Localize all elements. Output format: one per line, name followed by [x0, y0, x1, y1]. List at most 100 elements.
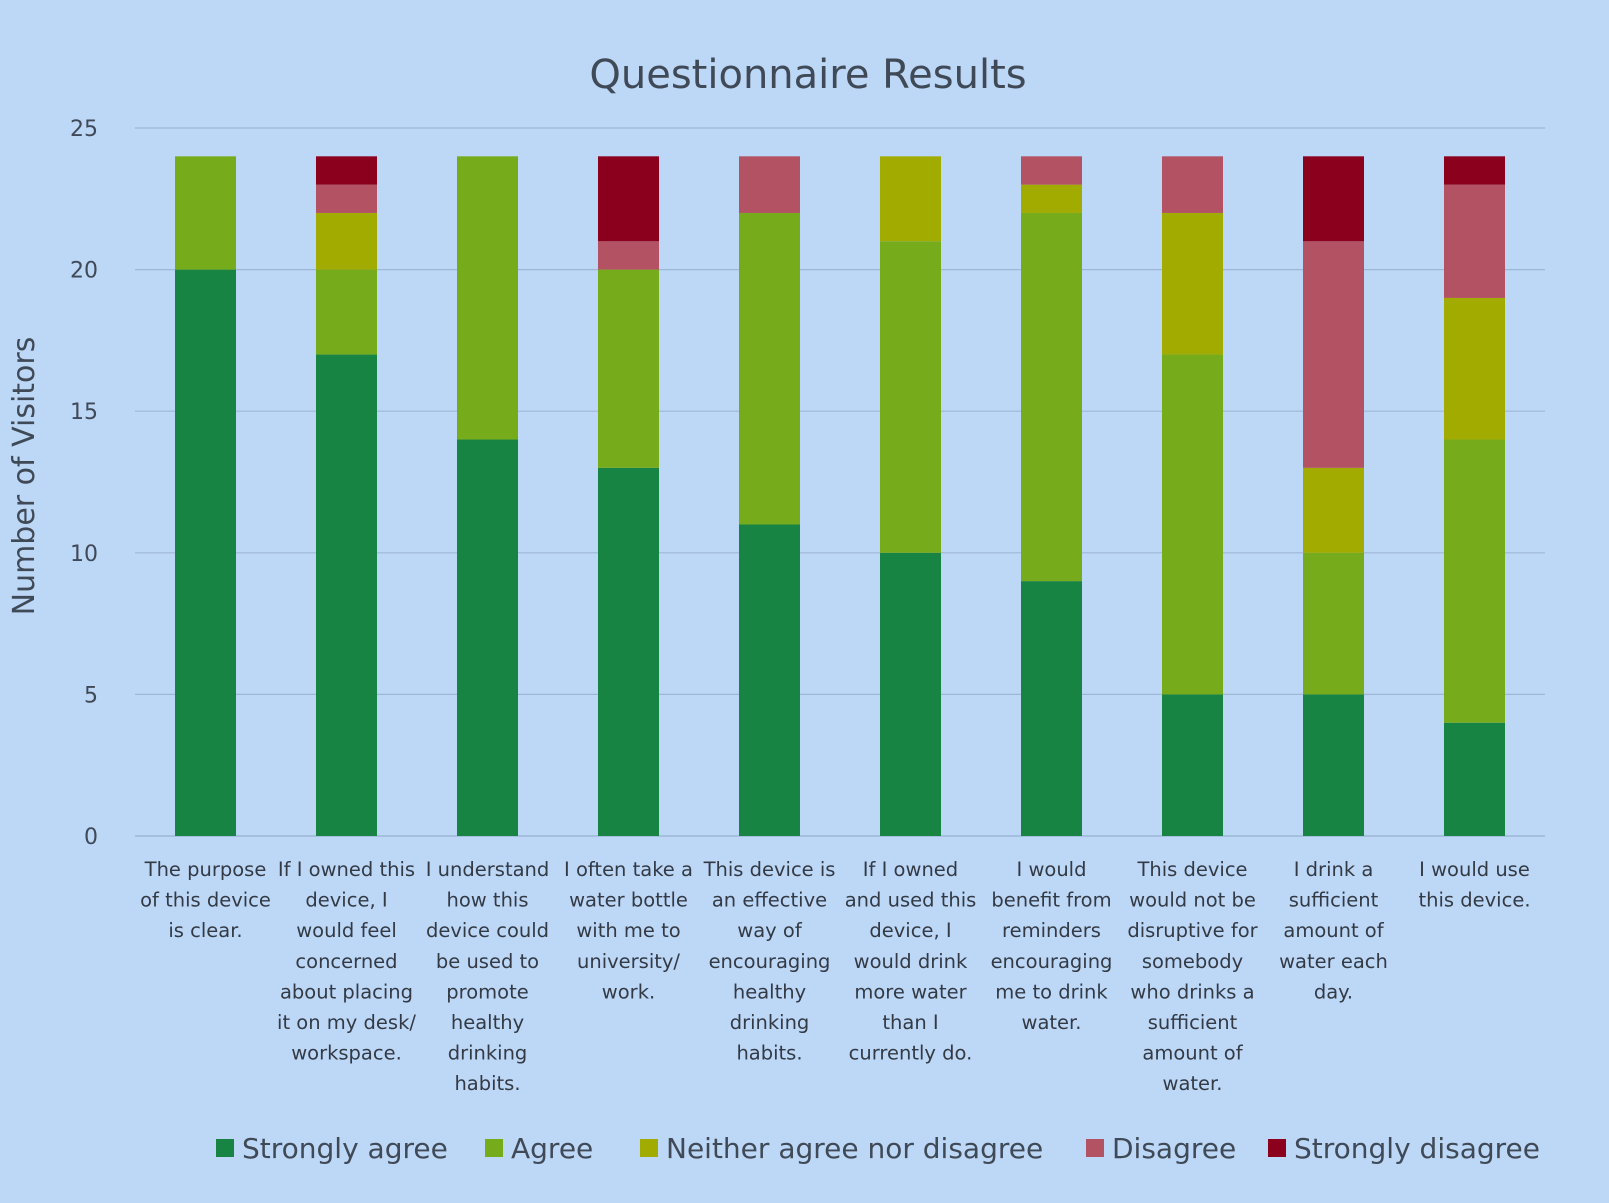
bar-segment-disagree: [1021, 156, 1082, 185]
bar-segment-disagree: [1303, 241, 1364, 468]
x-category-label-line: drinking: [448, 1042, 528, 1065]
x-category-label-line: I drink a: [1294, 858, 1374, 881]
x-category-label: This device would not be disruptive for som…: [1127, 858, 1258, 1095]
x-category-label-line: habits.: [736, 1042, 802, 1065]
bar-segment-strongly-disagree: [316, 156, 377, 185]
bar-segment-agree: [175, 156, 236, 270]
x-category-label-line: workspace.: [291, 1042, 402, 1065]
x-category-label-line: somebody: [1142, 950, 1243, 973]
bar-segment-agree: [880, 241, 941, 553]
bar-stack: [175, 156, 236, 837]
x-category-label-line: about placing: [280, 980, 413, 1003]
bar-segment-strongly-agree: [1162, 694, 1223, 836]
x-category-label-line: amount of: [1142, 1042, 1243, 1065]
bar-stack: [739, 156, 800, 836]
x-category-label-line: me to drink: [995, 980, 1108, 1003]
x-category-label-line: this device.: [1418, 889, 1530, 912]
bar-segment-neither-agree-nor-disagree: [1021, 184, 1082, 213]
bars: [175, 156, 1505, 837]
bar-segment-agree: [1162, 354, 1223, 695]
y-axis-ticks: 0 5 10 15 20 25: [70, 117, 98, 850]
x-category-label: I often take a water bottle with me to univ…: [564, 858, 693, 1003]
x-category-label-line: device could: [426, 919, 549, 942]
x-category-label-line: disruptive for: [1127, 919, 1258, 942]
x-category-label: I would use this device.: [1418, 858, 1530, 912]
bar-segment-strongly-agree: [739, 524, 800, 836]
y-tick-label: 25: [70, 117, 98, 142]
x-category-label-line: would feel: [296, 919, 397, 942]
y-tick-label: 0: [84, 825, 98, 850]
x-category-label-line: I understand: [426, 858, 550, 881]
x-category-label-line: and used this: [845, 889, 977, 912]
bar-segment-neither-agree-nor-disagree: [316, 212, 377, 270]
bar-stack: [457, 156, 518, 836]
bar-segment-strongly-disagree: [1444, 156, 1505, 185]
x-category-label-line: I would use: [1419, 858, 1530, 881]
x-category-label: The purpose of this device is clear.: [140, 858, 271, 942]
x-category-label-line: sufficient: [1148, 1011, 1238, 1034]
x-category-label: I drink a sufficient amount of water each da…: [1279, 858, 1388, 1003]
bar-segment-disagree: [1444, 184, 1505, 298]
legend-label: Strongly agree: [242, 1132, 448, 1165]
x-category-label-line: with me to: [576, 919, 680, 942]
x-category-label-line: healthy: [451, 1011, 524, 1034]
bar-stack: [1303, 156, 1364, 836]
bar-segment-agree: [739, 212, 800, 525]
bar-stack: [880, 156, 941, 836]
bar-segment-strongly-agree: [1303, 694, 1364, 836]
x-category-label-line: benefit from: [991, 889, 1111, 912]
bar-segment-strongly-disagree: [1303, 156, 1364, 242]
bar-stack: [598, 156, 659, 836]
bar-segment-strongly-agree: [175, 269, 236, 837]
bar-segment-agree: [598, 269, 659, 468]
bar-segment-strongly-agree: [880, 552, 941, 836]
x-category-label-line: If I owned this: [278, 858, 415, 881]
bar-stack: [1444, 156, 1505, 836]
y-tick-label: 15: [70, 400, 98, 425]
legend-item-disagree: Disagree: [1086, 1132, 1236, 1165]
legend: Strongly agree Agree Neither agree nor dis…: [216, 1132, 1540, 1165]
bar-segment-disagree: [598, 241, 659, 270]
bar-stack: [1162, 156, 1223, 836]
bar-segment-strongly-disagree: [598, 156, 659, 242]
x-category-label-line: drinking: [730, 1011, 810, 1034]
x-category-label-line: would not be: [1129, 889, 1256, 912]
x-category-label-line: day.: [1314, 980, 1353, 1003]
x-category-label-line: I would: [1017, 858, 1087, 881]
x-category-label-line: be used to: [436, 950, 539, 973]
bar-segment-agree: [457, 156, 518, 440]
bar-segment-strongly-agree: [598, 467, 659, 836]
x-category-label-line: concerned: [295, 950, 397, 973]
x-category-label-line: amount of: [1283, 919, 1384, 942]
x-category-label-line: than I: [882, 1011, 938, 1034]
legend-swatch: [485, 1139, 503, 1157]
legend-swatch: [640, 1139, 658, 1157]
bar-segment-strongly-agree: [457, 439, 518, 836]
x-category-label-line: healthy: [733, 980, 806, 1003]
x-category-label-line: promote: [446, 980, 528, 1003]
legend-swatch: [216, 1139, 234, 1157]
x-category-label-line: water.: [1163, 1072, 1223, 1095]
y-axis-label: Number of Visitors: [7, 337, 42, 616]
x-category-label-line: university/: [577, 950, 680, 973]
legend-item-strongly-agree: Strongly agree: [216, 1132, 448, 1165]
legend-label: Neither agree nor disagree: [666, 1132, 1043, 1165]
y-tick-label: 10: [70, 542, 98, 567]
x-category-label-line: how this: [446, 889, 528, 912]
bar-segment-strongly-agree: [1444, 722, 1505, 836]
bar-segment-agree: [1021, 212, 1082, 582]
x-category-label-line: who drinks a: [1130, 980, 1254, 1003]
legend-item-agree: Agree: [485, 1132, 593, 1165]
legend-label: Strongly disagree: [1294, 1132, 1540, 1165]
x-category-label-line: work.: [602, 980, 655, 1003]
x-category-label: I understand how this device could be used …: [426, 858, 550, 1095]
y-tick-label: 5: [84, 683, 98, 708]
bar-segment-agree: [316, 269, 377, 355]
x-category-label-line: I often take a: [564, 858, 693, 881]
bar-segment-disagree: [316, 184, 377, 213]
x-category-label-line: habits.: [454, 1072, 520, 1095]
bar-segment-strongly-agree: [316, 354, 377, 836]
legend-item-strongly-disagree: Strongly disagree: [1268, 1132, 1540, 1165]
x-category-label-line: an effective: [712, 889, 827, 912]
